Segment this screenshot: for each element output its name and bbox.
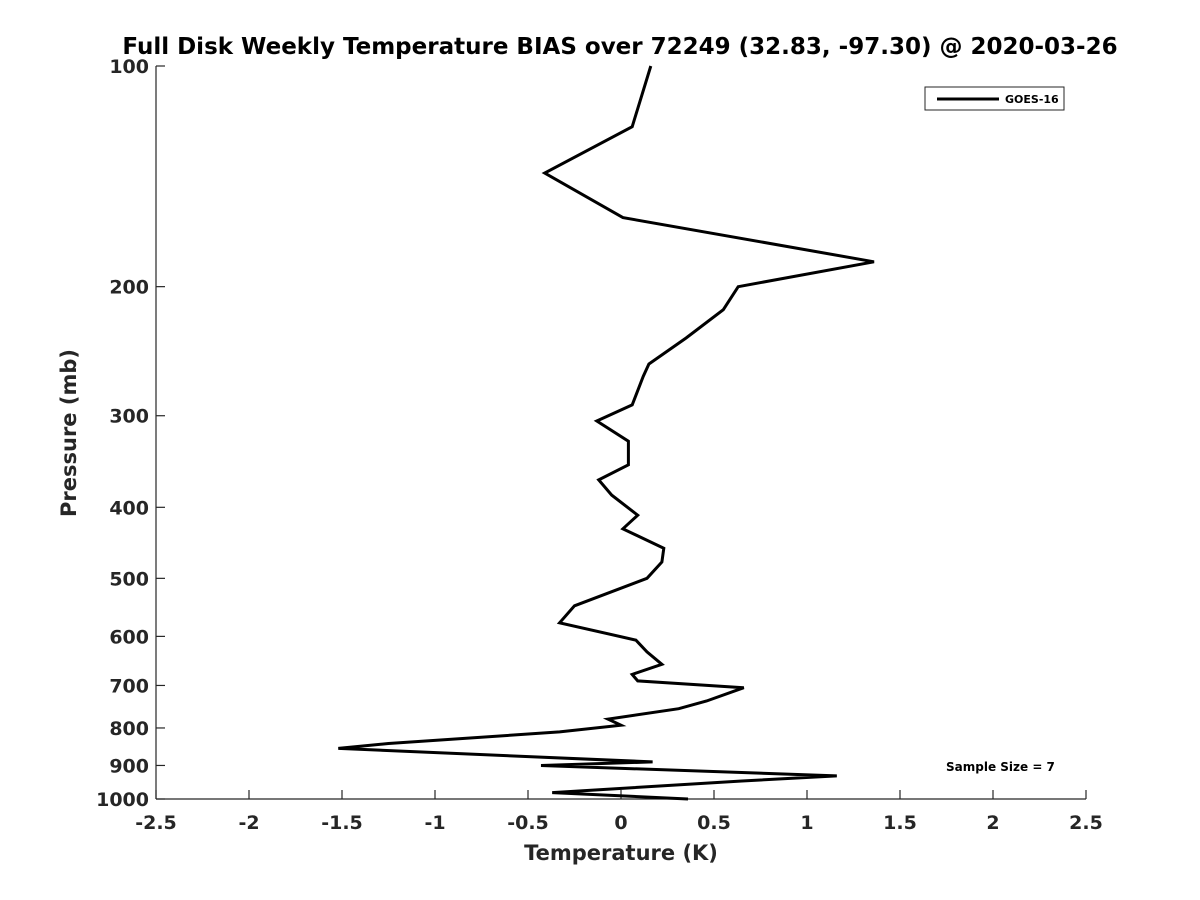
x-tick-label: 1 [800,812,813,834]
x-axis-label: Temperature (K) [524,841,718,865]
y-tick-label: 900 [109,755,149,777]
x-tick-label: 1.5 [883,812,917,834]
sample-size-annotation: Sample Size = 7 [946,760,1055,774]
x-tick-label: -1.5 [321,812,363,834]
y-axis-label: Pressure (mb) [57,349,81,517]
plot-axes [155,66,1086,800]
x-tick-label: -2.5 [135,812,177,834]
legend-entry-goes16: GOES-16 [1005,93,1059,106]
x-tick-label: 2.5 [1069,812,1103,834]
y-tick-label: 400 [109,497,149,519]
y-tick-label: 300 [109,406,149,428]
y-tick-label: 100 [109,56,149,78]
x-tick-label: 0.5 [697,812,731,834]
x-tick-label: 2 [986,812,999,834]
y-tick-label: 700 [109,675,149,697]
chart-title: Full Disk Weekly Temperature BIAS over 7… [122,34,1117,60]
y-tick-label: 200 [109,277,149,299]
x-tick-label: -1 [424,812,445,834]
y-tick-label: 500 [109,568,149,590]
x-tick-label: -2 [238,812,259,834]
x-tick-label: 0 [614,812,627,834]
legend: GOES-16 [924,86,1065,111]
y-tick-label: 800 [109,718,149,740]
y-ticks: 100 200 300 400 500 600 700 800 900 1000 [96,56,165,811]
x-ticks: -2.5 -2 -1.5 -1 -0.5 0 0.5 1 1.5 2 2.5 [135,790,1103,834]
x-tick-label: -0.5 [507,812,549,834]
y-tick-label: 600 [109,626,149,648]
series-line-goes16 [338,65,875,801]
y-tick-label: 1000 [96,789,149,811]
